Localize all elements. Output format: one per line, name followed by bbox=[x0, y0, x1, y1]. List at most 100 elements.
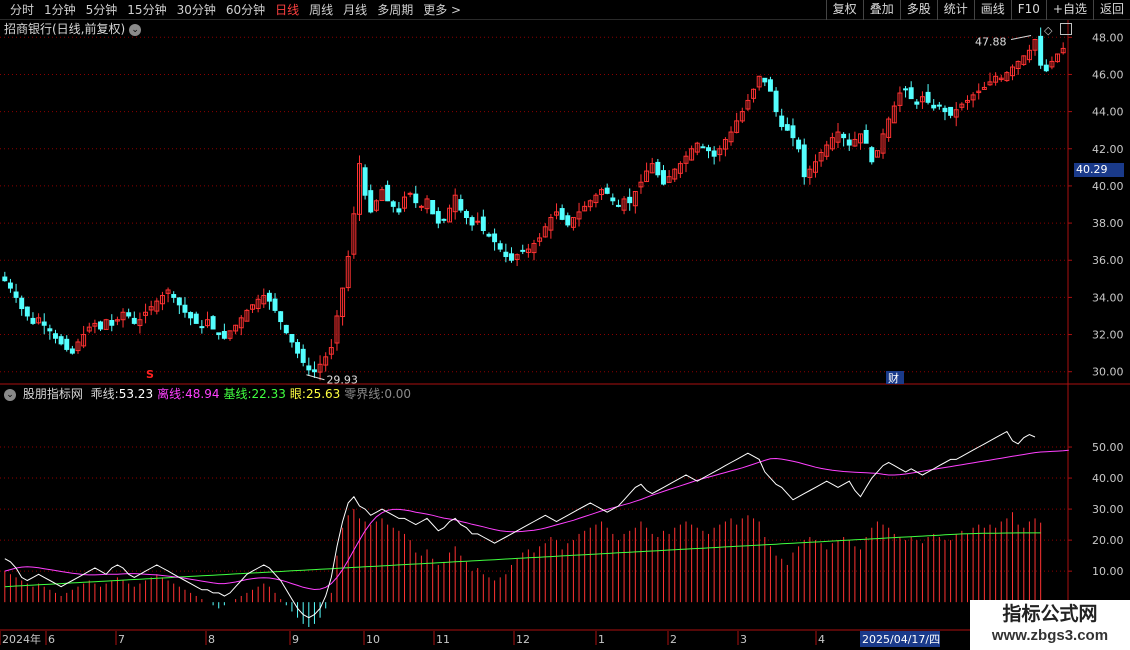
period-toolbar: 分时 1分钟 5分钟 15分钟 30分钟 60分钟 日线 周线 月线 多周期 更多 > 复权 叠加 多股… bbox=[0, 0, 1130, 20]
candle-body bbox=[1026, 49, 1032, 61]
candle-body bbox=[390, 201, 396, 207]
toolbar-button-5[interactable]: F10 bbox=[1010, 0, 1046, 20]
candle-body bbox=[852, 138, 858, 147]
chevron-down-icon[interactable]: ⌄ bbox=[129, 23, 142, 36]
period-tab-4[interactable]: 30分钟 bbox=[176, 3, 216, 17]
candle-body bbox=[171, 294, 177, 298]
period-tab-8[interactable]: 月线 bbox=[343, 3, 368, 17]
toolbar-button-2[interactable]: 多股 bbox=[899, 0, 937, 20]
candle-body bbox=[841, 133, 847, 139]
candle-body bbox=[565, 215, 571, 226]
candle-body bbox=[779, 115, 785, 127]
candle-body bbox=[728, 131, 734, 143]
candle-body bbox=[154, 300, 160, 312]
indicator-label-4: 零界线: bbox=[344, 387, 385, 401]
indicator-value-2: 22.33 bbox=[251, 387, 286, 401]
date-label: 3 bbox=[740, 633, 747, 646]
period-tab-5[interactable]: 60分钟 bbox=[225, 3, 266, 17]
candle-body bbox=[773, 90, 779, 113]
candle-body bbox=[970, 94, 976, 101]
candle-body bbox=[497, 243, 503, 250]
candle-body bbox=[413, 193, 419, 204]
candle-body bbox=[216, 332, 222, 336]
candle-body bbox=[278, 311, 284, 323]
price-tick-label: 44.00 bbox=[1092, 106, 1124, 119]
diamond-icon[interactable]: ◇ bbox=[1044, 24, 1053, 37]
period-tab-0[interactable]: 分时 bbox=[10, 3, 35, 17]
period-tabs: 分时 1分钟 5分钟 15分钟 30分钟 60分钟 日线 周线 月线 多周期 更多 > bbox=[6, 2, 467, 18]
candle-body bbox=[858, 133, 863, 144]
period-tab-2[interactable]: 5分钟 bbox=[85, 3, 118, 17]
toolbar-button-1[interactable]: 叠加 bbox=[862, 0, 900, 20]
candle-body bbox=[644, 170, 650, 183]
candle-body bbox=[480, 216, 486, 232]
candle-body bbox=[98, 321, 103, 330]
candle-body bbox=[120, 311, 126, 321]
candle-body bbox=[469, 217, 475, 226]
candle-body bbox=[953, 109, 959, 118]
candle-body bbox=[739, 111, 745, 122]
candle-body bbox=[531, 243, 537, 254]
date-label: 2024年 bbox=[2, 632, 41, 646]
date-label: 1 bbox=[598, 633, 605, 646]
candle-body bbox=[717, 148, 723, 156]
candle-body bbox=[334, 315, 340, 344]
candle-body bbox=[948, 106, 954, 116]
candle-body bbox=[615, 204, 621, 207]
candle-body bbox=[64, 338, 70, 350]
date-label: 12 bbox=[516, 633, 530, 646]
date-label: 4 bbox=[818, 633, 825, 646]
candle-body bbox=[677, 163, 683, 174]
date-label: 2 bbox=[670, 633, 677, 646]
stock-title[interactable]: 招商银行(日线,前复权) ⌄ bbox=[4, 22, 142, 36]
chart-canvas[interactable]: 48.00 46.00 44.00 42.00 40.00 38.00 36.00 34.00… bbox=[0, 20, 1130, 631]
candle-body bbox=[582, 205, 588, 212]
candle-body bbox=[711, 150, 717, 157]
period-tab-3[interactable]: 15分钟 bbox=[127, 3, 167, 17]
candle-body bbox=[323, 356, 329, 366]
candle-body bbox=[357, 163, 362, 215]
date-label: 6 bbox=[48, 633, 55, 646]
period-tab-7[interactable]: 周线 bbox=[309, 3, 334, 17]
candle-body bbox=[30, 317, 36, 324]
indicator-value-0: 53.23 bbox=[118, 387, 154, 401]
candle-body bbox=[762, 77, 768, 83]
candle-body bbox=[165, 289, 171, 294]
toolbar-button-0[interactable]: 复权 bbox=[825, 0, 863, 20]
date-label: 11 bbox=[436, 633, 450, 646]
chevron-down-icon[interactable]: ⌄ bbox=[4, 388, 16, 401]
indicator-name[interactable]: 股朋指标网 bbox=[22, 387, 83, 401]
candle-body bbox=[176, 297, 182, 306]
toolbar-button-6[interactable]: +自选 bbox=[1045, 0, 1093, 20]
watermark-url: www.zbgs3.com bbox=[991, 627, 1109, 644]
candle-body bbox=[311, 369, 317, 373]
high-pointer bbox=[1010, 35, 1032, 41]
candle-body bbox=[340, 287, 346, 318]
toolbar-button-3[interactable]: 统计 bbox=[936, 0, 974, 20]
date-axis: 2024年 6 7 8 9 10 11 12 1 2 3 4 2025/04/17/四 bbox=[0, 631, 940, 647]
period-tab-10[interactable]: 更多 > bbox=[423, 3, 462, 17]
candle-body bbox=[570, 217, 576, 228]
candle-body bbox=[542, 226, 548, 238]
indicator-value-3: 25.63 bbox=[305, 387, 341, 401]
candle-body bbox=[188, 312, 194, 319]
candle-body bbox=[81, 334, 87, 347]
candle-body bbox=[897, 92, 903, 106]
current-price-tag: 40.29 bbox=[1074, 163, 1124, 177]
candle-body bbox=[807, 168, 813, 178]
period-tab-6[interactable]: 日线 bbox=[275, 3, 300, 17]
period-tab-9[interactable]: 多周期 bbox=[377, 3, 414, 17]
candle-body bbox=[548, 217, 554, 231]
candle-body bbox=[199, 326, 205, 329]
candle-body bbox=[1010, 66, 1015, 77]
toolbar-button-4[interactable]: 画线 bbox=[973, 0, 1011, 20]
candle-body bbox=[109, 320, 115, 326]
candle-body bbox=[886, 118, 892, 138]
candle-body bbox=[486, 233, 492, 237]
toolbar-right-buttons: 复权 叠加 多股 统计 画线 F10 +自选 返回 bbox=[825, 0, 1130, 20]
candle-body bbox=[345, 256, 351, 289]
window-toggle-icon[interactable] bbox=[1060, 23, 1072, 35]
period-tab-1[interactable]: 1分钟 bbox=[44, 3, 76, 17]
toolbar-button-7[interactable]: 返回 bbox=[1092, 0, 1130, 20]
candle-body bbox=[666, 176, 672, 183]
